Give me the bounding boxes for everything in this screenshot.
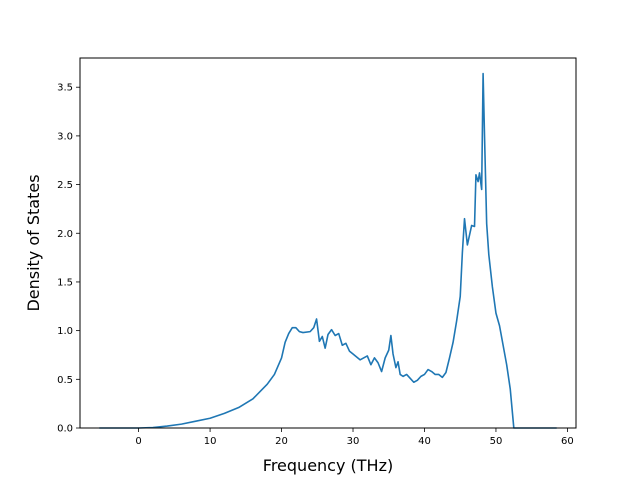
y-axis-ticks: 0.0 0.5 1.0 1.5 2.0 2.5 3.0 3.5 (57, 83, 80, 435)
x-tick-label: 60 (561, 436, 574, 447)
dos-series-line-0 (99, 72, 557, 429)
x-tick-label: 40 (418, 436, 431, 447)
y-tick-label: 3.5 (57, 83, 73, 94)
plot-area (99, 72, 557, 429)
x-tick-label: 20 (275, 436, 288, 447)
y-tick-label: 1.5 (57, 277, 73, 288)
y-axis-label: Density of States (24, 174, 43, 311)
x-tick-label: 10 (204, 436, 217, 447)
x-axis-label: Frequency (THz) (263, 456, 393, 475)
y-tick-label: 1.0 (57, 326, 73, 337)
y-tick-label: 0.0 (57, 424, 73, 435)
y-tick-label: 0.5 (57, 375, 73, 386)
x-tick-label: 50 (490, 436, 503, 447)
y-tick-label: 3.0 (57, 131, 73, 142)
x-tick-label: 30 (347, 436, 360, 447)
plot-frame (79, 57, 577, 429)
y-tick-label: 2.5 (57, 180, 73, 191)
y-tick-label: 2.0 (57, 229, 73, 240)
x-axis-ticks: 0 10 20 30 40 50 60 (135, 428, 574, 447)
x-tick-label: 0 (135, 436, 141, 447)
